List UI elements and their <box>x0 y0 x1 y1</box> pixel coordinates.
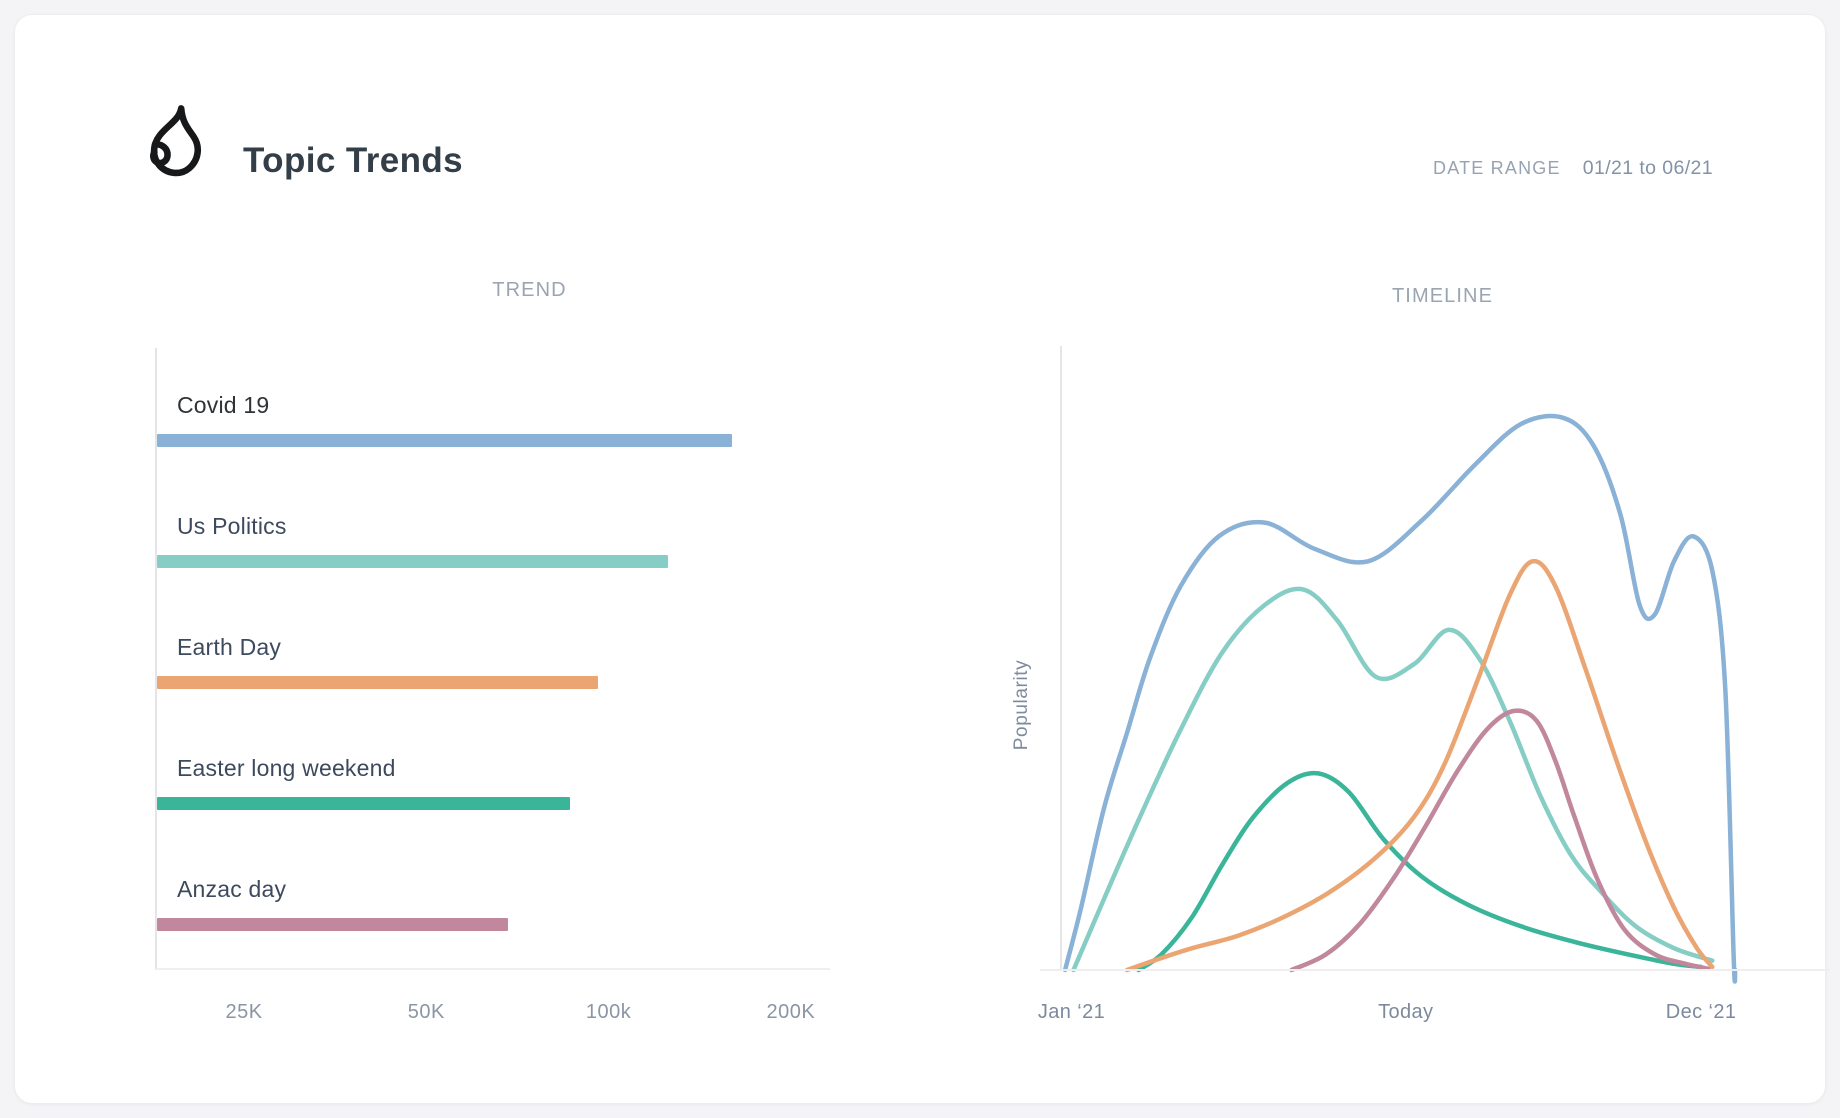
timeline-series-easter-long-weekend <box>1136 770 1704 973</box>
timeline-baseline <box>1040 969 1830 971</box>
page-title: Topic Trends <box>243 141 464 180</box>
trend-x-tick: 200K <box>766 1001 816 1023</box>
timeline-series-covid-19 <box>1062 413 1738 984</box>
bar-anzac <box>157 918 509 931</box>
date-range-label: DATE RANGE <box>1433 158 1561 178</box>
bar-row-anzac: Anzac day <box>157 875 830 996</box>
trend-bar-chart: Covid 19 Us Politics Earth Day Easter lo… <box>155 348 830 970</box>
timeline-x-tick: Today <box>1378 1001 1434 1023</box>
bar-easter <box>157 797 570 810</box>
bar-label: Us Politics <box>177 513 287 539</box>
trend-x-tick: 100k <box>585 1001 632 1023</box>
trend-x-tick: 25K <box>225 1001 263 1023</box>
bar-row-earth-day: Earth Day <box>157 633 830 754</box>
timeline-x-axis: Jan ‘21 Today Dec ‘21 <box>1038 1001 1825 1027</box>
timeline-series-us-politics <box>1071 586 1715 973</box>
bar-label: Anzac day <box>177 876 287 902</box>
bar-label: Covid 19 <box>177 392 270 418</box>
timeline-x-tick: Dec ‘21 <box>1665 1001 1737 1023</box>
timeline-series-earth-day <box>1124 558 1715 973</box>
bar-us-politics <box>157 555 668 568</box>
bar-row-us-politics: Us Politics <box>157 512 830 633</box>
bar-label: Earth Day <box>177 634 282 660</box>
bar-covid <box>157 434 733 447</box>
trend-x-axis: 25K 50K 100k 200K <box>155 1001 830 1027</box>
date-range-value[interactable]: 01/21 to 06/21 <box>1582 157 1713 179</box>
bar-earth-day <box>157 676 599 689</box>
timeline-series-anzac-day <box>1289 708 1711 973</box>
timeline-panel-title: TIMELINE <box>1391 285 1494 307</box>
bar-label: Easter long weekend <box>177 755 396 781</box>
y-axis-label: Popularity <box>1011 659 1032 751</box>
trend-x-tick: 50K <box>407 1001 445 1023</box>
date-range: DATE RANGE 01/21 to 06/21 <box>1433 157 1713 180</box>
timeline-line-chart <box>1060 346 1825 984</box>
bar-row-covid: Covid 19 <box>157 391 830 512</box>
timeline-curves <box>1062 413 1738 984</box>
timeline-x-tick: Jan ‘21 <box>1037 1001 1106 1023</box>
dashboard-card: Topic Trends DATE RANGE 01/21 to 06/21 T… <box>14 14 1830 1104</box>
bar-row-easter: Easter long weekend <box>157 754 830 875</box>
trend-panel-title: TREND <box>492 279 567 301</box>
flame-icon <box>150 105 202 177</box>
